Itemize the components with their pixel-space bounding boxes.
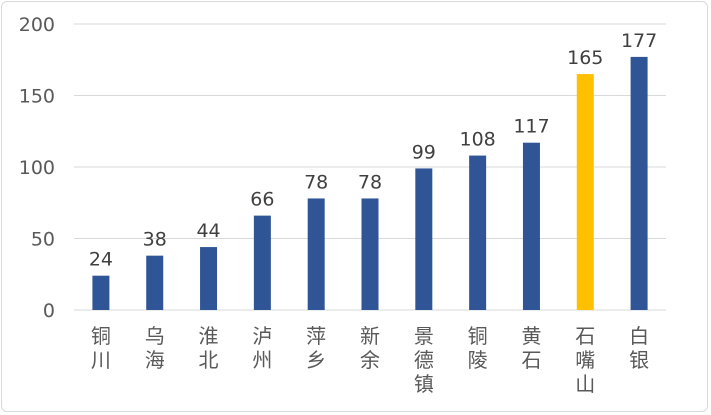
x-category-label: 铜陵 <box>468 324 488 372</box>
data-label: 24 <box>89 249 113 271</box>
y-tick-label: 150 <box>19 86 55 108</box>
x-category-label: 白银 <box>629 324 649 372</box>
data-label: 38 <box>143 229 167 251</box>
x-category-label: 萍乡 <box>306 324 326 372</box>
bar-6 <box>415 168 433 310</box>
x-category-label: 新余 <box>360 324 380 372</box>
x-category-label: 乌海 <box>145 324 165 372</box>
bar-3 <box>253 215 271 310</box>
y-tick-label: 200 <box>19 14 55 36</box>
bar-2 <box>200 247 218 310</box>
y-tick-label: 0 <box>43 300 55 322</box>
y-tick-label: 100 <box>19 157 55 179</box>
data-label: 165 <box>567 47 603 69</box>
data-label: 78 <box>304 171 328 193</box>
data-label: 78 <box>358 171 382 193</box>
bar-8 <box>522 142 540 310</box>
data-label: 108 <box>460 129 496 151</box>
x-category-label: 淮北 <box>199 324 219 372</box>
bar-1 <box>146 255 164 310</box>
bar-0 <box>92 275 110 310</box>
data-label: 44 <box>196 220 220 242</box>
data-label: 99 <box>412 141 436 163</box>
bar-4 <box>307 198 325 310</box>
bar-5 <box>361 198 379 310</box>
bar-9 <box>576 74 594 310</box>
x-category-label: 石嘴山 <box>575 324 595 396</box>
y-tick-label: 50 <box>31 229 55 251</box>
data-label: 177 <box>621 30 657 52</box>
x-category-label: 泸州 <box>252 324 272 372</box>
bar-7 <box>469 155 487 310</box>
data-label: 66 <box>250 189 274 211</box>
x-category-label: 铜川 <box>91 324 111 372</box>
x-category-label: 景德镇 <box>414 324 434 396</box>
x-category-label: 黄石 <box>521 324 541 372</box>
data-label: 117 <box>513 116 549 138</box>
bar-10 <box>630 56 648 310</box>
